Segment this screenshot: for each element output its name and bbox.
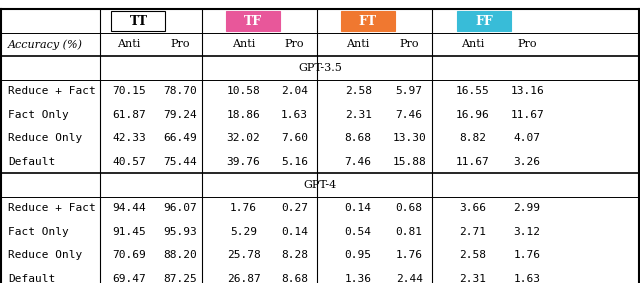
Text: 2.44: 2.44: [396, 274, 422, 283]
Text: 87.25: 87.25: [163, 274, 196, 283]
Text: 16.55: 16.55: [456, 86, 490, 96]
Text: 0.68: 0.68: [396, 203, 422, 213]
Text: 40.57: 40.57: [112, 156, 146, 167]
Text: 79.24: 79.24: [163, 110, 196, 120]
Text: 42.33: 42.33: [112, 133, 146, 143]
Text: 1.63: 1.63: [513, 274, 541, 283]
Text: 39.76: 39.76: [227, 156, 260, 167]
Text: 32.02: 32.02: [227, 133, 260, 143]
Text: GPT-4: GPT-4: [303, 180, 337, 190]
Text: 0.81: 0.81: [396, 227, 422, 237]
Text: Reduce + Fact: Reduce + Fact: [8, 203, 95, 213]
Text: TF: TF: [244, 15, 262, 27]
Text: 7.46: 7.46: [345, 156, 372, 167]
Text: Pro: Pro: [285, 40, 304, 50]
Text: Pro: Pro: [399, 40, 419, 50]
Text: 13.30: 13.30: [392, 133, 426, 143]
Text: 91.45: 91.45: [112, 227, 146, 237]
Text: 95.93: 95.93: [163, 227, 196, 237]
Text: 5.16: 5.16: [281, 156, 308, 167]
Text: Reduce Only: Reduce Only: [8, 250, 82, 260]
Text: GPT-3.5: GPT-3.5: [298, 63, 342, 73]
Text: 70.15: 70.15: [112, 86, 146, 96]
Text: 13.16: 13.16: [510, 86, 544, 96]
Text: 3.12: 3.12: [513, 227, 541, 237]
Text: 16.96: 16.96: [456, 110, 490, 120]
Text: 1.63: 1.63: [281, 110, 308, 120]
Text: 3.26: 3.26: [513, 156, 541, 167]
Text: 88.20: 88.20: [163, 250, 196, 260]
Text: 2.58: 2.58: [345, 86, 372, 96]
Text: 11.67: 11.67: [510, 110, 544, 120]
Text: Anti: Anti: [232, 40, 255, 50]
Text: 0.14: 0.14: [281, 227, 308, 237]
FancyBboxPatch shape: [458, 12, 511, 31]
Text: 8.28: 8.28: [281, 250, 308, 260]
Text: 75.44: 75.44: [163, 156, 196, 167]
Text: 2.58: 2.58: [460, 250, 486, 260]
Text: Default: Default: [8, 156, 55, 167]
Text: 7.60: 7.60: [281, 133, 308, 143]
Text: FF: FF: [476, 15, 493, 27]
Text: 25.78: 25.78: [227, 250, 260, 260]
Text: 5.29: 5.29: [230, 227, 257, 237]
FancyBboxPatch shape: [226, 12, 280, 31]
Text: 94.44: 94.44: [112, 203, 146, 213]
Text: 5.97: 5.97: [396, 86, 422, 96]
Text: Reduce + Fact: Reduce + Fact: [8, 86, 95, 96]
Text: 18.86: 18.86: [227, 110, 260, 120]
Text: 0.95: 0.95: [345, 250, 372, 260]
Text: 2.31: 2.31: [345, 110, 372, 120]
Text: Fact Only: Fact Only: [8, 227, 68, 237]
Text: 8.68: 8.68: [345, 133, 372, 143]
Text: Anti: Anti: [117, 40, 141, 50]
Text: Reduce Only: Reduce Only: [8, 133, 82, 143]
Text: 1.76: 1.76: [396, 250, 422, 260]
FancyBboxPatch shape: [340, 12, 395, 31]
Text: 11.67: 11.67: [456, 156, 490, 167]
Text: Anti: Anti: [346, 40, 370, 50]
Text: 8.68: 8.68: [281, 274, 308, 283]
Text: Pro: Pro: [170, 40, 189, 50]
Text: 96.07: 96.07: [163, 203, 196, 213]
Text: 0.14: 0.14: [345, 203, 372, 213]
Text: 0.54: 0.54: [345, 227, 372, 237]
Text: 7.46: 7.46: [396, 110, 422, 120]
Text: 61.87: 61.87: [112, 110, 146, 120]
Text: 78.70: 78.70: [163, 86, 196, 96]
Text: 8.82: 8.82: [460, 133, 486, 143]
Text: FT: FT: [359, 15, 377, 27]
Text: 10.58: 10.58: [227, 86, 260, 96]
Text: 1.76: 1.76: [513, 250, 541, 260]
Text: 3.66: 3.66: [460, 203, 486, 213]
FancyBboxPatch shape: [111, 12, 166, 31]
Text: 1.76: 1.76: [230, 203, 257, 213]
Text: 4.07: 4.07: [513, 133, 541, 143]
Text: 2.99: 2.99: [513, 203, 541, 213]
Text: 70.69: 70.69: [112, 250, 146, 260]
Text: 66.49: 66.49: [163, 133, 196, 143]
Text: Default: Default: [8, 274, 55, 283]
Text: Pro: Pro: [517, 40, 537, 50]
Text: 2.31: 2.31: [460, 274, 486, 283]
Text: 0.27: 0.27: [281, 203, 308, 213]
Text: 26.87: 26.87: [227, 274, 260, 283]
Text: Fact Only: Fact Only: [8, 110, 68, 120]
Text: 69.47: 69.47: [112, 274, 146, 283]
Text: 15.88: 15.88: [392, 156, 426, 167]
Text: Anti: Anti: [461, 40, 484, 50]
Text: 2.04: 2.04: [281, 86, 308, 96]
Text: 2.71: 2.71: [460, 227, 486, 237]
Text: Accuracy (%): Accuracy (%): [8, 39, 83, 50]
Text: 1.36: 1.36: [345, 274, 372, 283]
Text: TT: TT: [129, 15, 147, 27]
